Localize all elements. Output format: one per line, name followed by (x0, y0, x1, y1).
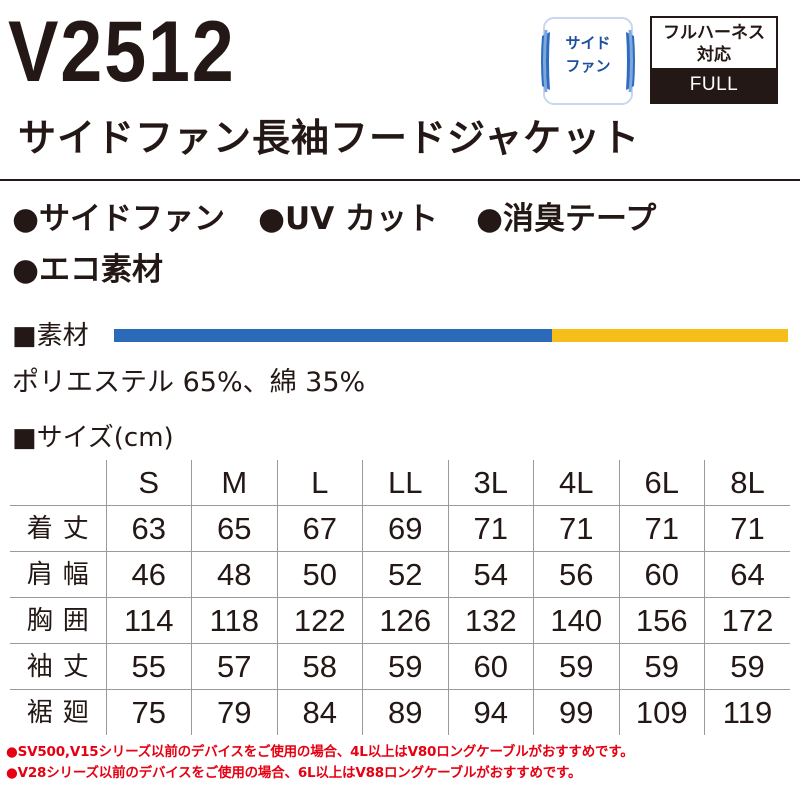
table-cell: 59 (533, 643, 620, 690)
table-cell: 54 (447, 551, 534, 598)
row-label: 肩幅 (10, 551, 107, 598)
table-cell: 59 (704, 643, 790, 690)
table-cell: 172 (704, 597, 790, 644)
table-row: 肩幅 46 48 50 52 54 56 60 64 (10, 551, 790, 598)
size-heading: ■サイズ(cm) (12, 423, 174, 453)
model-number: V2512 (8, 4, 236, 100)
side-fan-label: サイド ファン (554, 32, 622, 78)
table-cell: 60 (618, 551, 705, 598)
table-cell: 69 (362, 505, 449, 552)
table-cell: 75 (105, 689, 192, 735)
table-cell: 65 (191, 505, 278, 552)
table-cell: 55 (105, 643, 192, 690)
table-cell: 140 (533, 597, 620, 644)
side-fan-badge: サイド ファン (536, 14, 640, 108)
size-column-header: M (191, 460, 278, 506)
table-cell: 109 (618, 689, 705, 735)
table-cell: 52 (362, 551, 449, 598)
table-cell: 126 (362, 597, 449, 644)
table-cell: 71 (704, 505, 790, 552)
side-fan-icon (541, 17, 635, 105)
table-cell: 79 (191, 689, 278, 735)
size-column-header: L (276, 460, 363, 506)
feature-deodorant-tape: ●消臭テープ (476, 201, 657, 237)
row-label: 袖丈 (10, 643, 107, 690)
cable-note-2: ●V28シリーズ以前のデバイスをご使用の場合、6L以上はV88ロングケーブルがお… (6, 765, 582, 781)
corner-cell (10, 460, 107, 506)
table-cell: 156 (618, 597, 705, 644)
table-cell: 67 (276, 505, 363, 552)
table-row: 裾廻 75 79 84 89 94 99 109 119 (10, 689, 790, 735)
material-bar-polyester (114, 329, 552, 342)
table-cell: 84 (276, 689, 363, 735)
table-cell: 94 (447, 689, 534, 735)
table-row: 着丈 63 65 67 69 71 71 71 71 (10, 505, 790, 552)
row-label: 胸囲 (10, 597, 107, 644)
size-column-header: 8L (704, 460, 790, 506)
table-cell: 56 (533, 551, 620, 598)
table-cell: 59 (618, 643, 705, 690)
size-column-header: 6L (618, 460, 705, 506)
material-bar-cotton (552, 329, 788, 342)
cable-note-1: ●SV500,V15シリーズ以前のデバイスをご使用の場合、4L以上はV80ロング… (6, 744, 634, 760)
table-cell: 50 (276, 551, 363, 598)
material-heading: ■素材 (12, 321, 89, 351)
size-column-header: 4L (533, 460, 620, 506)
full-harness-badge: フルハーネス 対応 FULL HARNESS (650, 16, 778, 129)
harness-label-line1: フルハーネス (663, 23, 765, 43)
material-composition: ポリエステル 65%、綿 35% (12, 367, 366, 398)
table-cell: 71 (447, 505, 534, 552)
table-cell: 60 (447, 643, 534, 690)
table-cell: 63 (105, 505, 192, 552)
size-header-row: S M L LL 3L 4L 6L 8L (10, 460, 790, 506)
table-row: 胸囲 114 118 122 126 132 140 156 172 (10, 597, 790, 644)
table-cell: 89 (362, 689, 449, 735)
size-column-header: 3L (447, 460, 534, 506)
table-cell: 122 (276, 597, 363, 644)
table-cell: 132 (447, 597, 534, 644)
size-column-header: S (105, 460, 192, 506)
table-cell: 119 (704, 689, 790, 735)
table-cell: 99 (533, 689, 620, 735)
table-cell: 71 (618, 505, 705, 552)
product-name: サイドファン長袖フードジャケット (18, 116, 641, 160)
side-fan-label-line2: ファン (565, 57, 611, 75)
harness-label-english: FULL HARNESS (652, 68, 776, 129)
feature-eco-material: ●エコ素材 (12, 252, 164, 288)
header-divider (0, 179, 800, 181)
size-column-header: LL (362, 460, 449, 506)
harness-label-line2: 対応 (697, 45, 731, 65)
feature-uv-cut: ●UV カット (258, 201, 439, 237)
row-label: 裾廻 (10, 689, 107, 735)
table-cell: 59 (362, 643, 449, 690)
size-table: S M L LL 3L 4L 6L 8L 着丈 63 65 67 69 71 7… (10, 460, 790, 735)
table-cell: 48 (191, 551, 278, 598)
table-cell: 71 (533, 505, 620, 552)
side-fan-label-line1: サイド (565, 34, 611, 52)
table-cell: 46 (105, 551, 192, 598)
table-cell: 57 (191, 643, 278, 690)
table-cell: 118 (191, 597, 278, 644)
row-label: 着丈 (10, 505, 107, 552)
table-cell: 114 (105, 597, 192, 644)
table-cell: 58 (276, 643, 363, 690)
feature-side-fan: ●サイドファン (12, 201, 226, 237)
table-cell: 64 (704, 551, 790, 598)
table-row: 袖丈 55 57 58 59 60 59 59 59 (10, 643, 790, 690)
